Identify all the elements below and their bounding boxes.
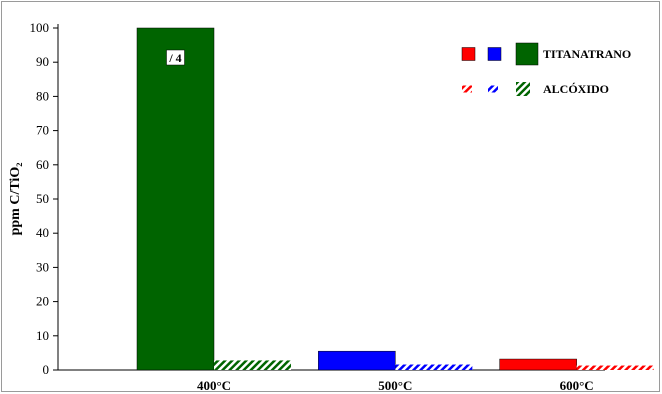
bar-alc-xido-400-c <box>214 360 291 370</box>
bar-alc-xido-500-c <box>395 364 473 370</box>
chart-labels: 400°C 500°C 600°C / 4 <box>166 49 594 393</box>
legend-swatch-titanatrano-400-c <box>515 42 539 66</box>
x-tick-label: 400°C <box>197 378 231 393</box>
x-tick-label: 600°C <box>560 378 594 393</box>
y-tick-label: 70 <box>36 123 49 138</box>
legend-label-alc-xido: ALCÓXIDO <box>543 82 609 96</box>
legend-swatch-titanatrano-500-c <box>487 47 502 61</box>
chart-legend: TITANATRANO ALCÓXIDO <box>461 42 631 96</box>
annotation-box <box>166 49 185 66</box>
chart-bars <box>136 27 654 371</box>
legend-swatch-alc-xido-400-c <box>516 82 530 96</box>
y-tick-label: 0 <box>43 362 50 377</box>
bar-alc-xido-600-c <box>576 365 654 370</box>
y-tick-label: 80 <box>36 88 49 103</box>
y-tick-label: 10 <box>36 328 49 343</box>
legend-swatch-titanatrano-600-c <box>461 47 476 61</box>
legend-swatch-alc-xido-500-c <box>488 85 498 93</box>
annotation-label: / 4 <box>168 51 181 65</box>
y-tick-label: 90 <box>36 54 49 69</box>
y-tick-label: 30 <box>36 259 49 274</box>
x-tick-label: 500°C <box>378 378 412 393</box>
y-axis-title: ppm C/TiO₂ <box>8 163 23 236</box>
y-tick-label: 40 <box>36 225 49 240</box>
y-tick-label: 20 <box>36 294 49 309</box>
legend-label-titanatrano: TITANATRANO <box>543 47 631 61</box>
y-tick-label: 60 <box>36 157 49 172</box>
y-tick-label: 50 <box>36 191 49 206</box>
bar-titanatrano-500-c <box>318 350 396 371</box>
bar-titanatrano-600-c <box>499 358 577 371</box>
legend-swatch-alc-xido-600-c <box>462 85 472 93</box>
chart-axes: 0 10 20 30 40 50 60 70 80 90 100 ppm C/TiO₂ <box>8 20 605 377</box>
bar-titanatrano-400-c <box>136 27 215 371</box>
y-tick-label: 100 <box>30 20 50 35</box>
